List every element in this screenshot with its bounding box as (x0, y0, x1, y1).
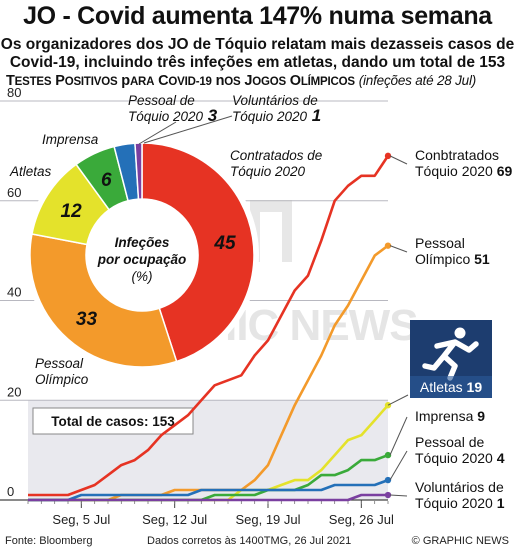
footer-source: Fonte: Bloomberg (5, 535, 93, 547)
x-tick-label: Seg, 19 Jul (235, 512, 300, 527)
badge-value: 19 (463, 379, 483, 395)
leader-line (389, 245, 408, 253)
series-end-dot (384, 152, 392, 160)
subtitle-line-2: Covid-19, incluindo três infeções em atl… (9, 54, 506, 71)
donut-slice-value: 1 (307, 106, 321, 125)
leader-line (389, 416, 408, 456)
series-value: 51 (470, 251, 490, 267)
donut-slice-label: Tóquio 2020 (230, 164, 306, 179)
donut-center-label: por ocupação (97, 252, 187, 267)
donut-slice-value: 6 (101, 170, 112, 191)
badge-label: Atletas 19 (420, 379, 482, 395)
donut-slice-label: Olímpico (35, 372, 89, 387)
series-value: 1 (493, 495, 505, 511)
donut-slice-label: Tóquio 2020 1 (232, 106, 321, 125)
grid-layer: 0 20 40 60 80 Seg, 5 Jul Seg, 12 Jul Seg, 19 Ju… (0, 85, 394, 527)
series-line-5 (28, 493, 388, 502)
x-tick-label: Seg, 5 Jul (52, 512, 110, 527)
series-label: Tóquio 2020 4 (415, 450, 505, 466)
donut-slice-label: Atletas (9, 164, 52, 179)
donut-slice-5 (134, 142, 143, 200)
footer-note: Dados corretos às 1400TMG, 26 Jul 2021 (147, 535, 352, 547)
series-end-dot (384, 242, 392, 249)
series-end-dot (384, 476, 392, 484)
series-lines (28, 152, 392, 502)
series-label: Pessoal (415, 235, 465, 251)
running-athlete-icon (422, 327, 479, 381)
donut-slice-label: Tóquio 2020 3 (128, 106, 218, 125)
series-value: 4 (493, 450, 505, 466)
section-title: TESTES POSITIVOS pARA COVID-19 nOS JOGOS… (6, 73, 355, 89)
athletes-badge: Atletas 19 (410, 320, 492, 398)
series-end-dot (384, 491, 392, 499)
donut-slice-value: 45 (213, 233, 236, 254)
leader-line (387, 394, 409, 406)
x-tick-label: Seg, 26 Jul (329, 512, 394, 527)
series-label: Voluntários de (415, 479, 504, 495)
donut-slice-value: 33 (76, 309, 98, 330)
series-label: Pessoal de (415, 434, 484, 450)
donut-leader (138, 121, 177, 145)
footer-brand: © GRAPHIC NEWS (411, 535, 509, 547)
y-tick-label: 60 (7, 185, 21, 200)
series-label: Tóquio 2020 1 (415, 495, 505, 511)
donut-center-label: (%) (132, 269, 153, 284)
badge-label-bar (410, 376, 492, 398)
donut-slice-label: Voluntários de (232, 93, 318, 108)
series-label: Imprensa 9 (415, 408, 485, 424)
y-tick-label: 40 (7, 285, 21, 300)
y-tick-label: 0 (7, 484, 14, 499)
donut-slice-1 (29, 233, 178, 368)
y-tick-label: 80 (7, 85, 21, 100)
series-line-4 (28, 478, 389, 502)
series-label: Tóquio 2020 69 (415, 163, 513, 179)
leader-line (389, 494, 408, 497)
y-tick-label: 20 (7, 384, 21, 399)
section-heading: TESTES POSITIVOS pARA COVID-19 nOS JOGOS… (6, 73, 476, 89)
x-tick-label: Seg, 12 Jul (142, 512, 207, 527)
donut-leader (143, 115, 233, 144)
donut-slice-value: 12 (61, 201, 83, 222)
donut-chart: 45 33 12 6 Infeções por ocupação (%) Contratado… (9, 93, 322, 387)
section-note: (infeções até 28 Jul) (358, 73, 477, 88)
donut-slice-label: Contratados de (230, 148, 322, 163)
series-value: 9 (473, 408, 485, 424)
total-cases-label: Total de casos: 153 (51, 414, 175, 429)
leader-line (389, 155, 408, 165)
donut-slice-label: Pessoal (35, 356, 84, 371)
total-cases-box: Total de casos: 153 (32, 407, 194, 435)
series-end-dot (384, 451, 392, 459)
donut-slice-0 (141, 142, 255, 363)
subtitle-line-1: Os organizadores dos JO de Tóquio relata… (0, 36, 515, 53)
leader-line (389, 450, 408, 481)
donut-slice-value: 3 (203, 106, 218, 125)
donut-center-label: Infeções (115, 235, 170, 250)
donut-slice-label: Pessoal de (128, 93, 195, 108)
series-line-0 (28, 155, 390, 497)
page-title: JO - Covid aumenta 147% numa semana (23, 2, 492, 30)
series-value: 69 (493, 163, 513, 179)
series-label: Conbtratados (415, 147, 499, 163)
series-label: Olímpico 51 (415, 251, 490, 267)
donut-slice-label: Imprensa (42, 132, 99, 147)
